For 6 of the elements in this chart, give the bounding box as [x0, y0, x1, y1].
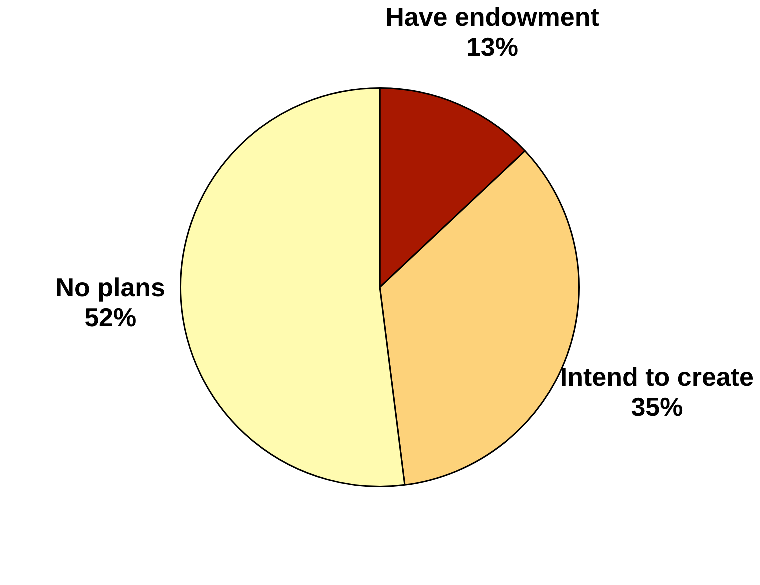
data-label: 52% [84, 302, 137, 333]
slice-label: Have endowment [386, 2, 600, 32]
slice-label: No plans [56, 272, 166, 303]
data-label: 13% [466, 32, 519, 62]
data-label: 35% [631, 392, 684, 422]
slice-label: Intend to create [560, 362, 754, 392]
